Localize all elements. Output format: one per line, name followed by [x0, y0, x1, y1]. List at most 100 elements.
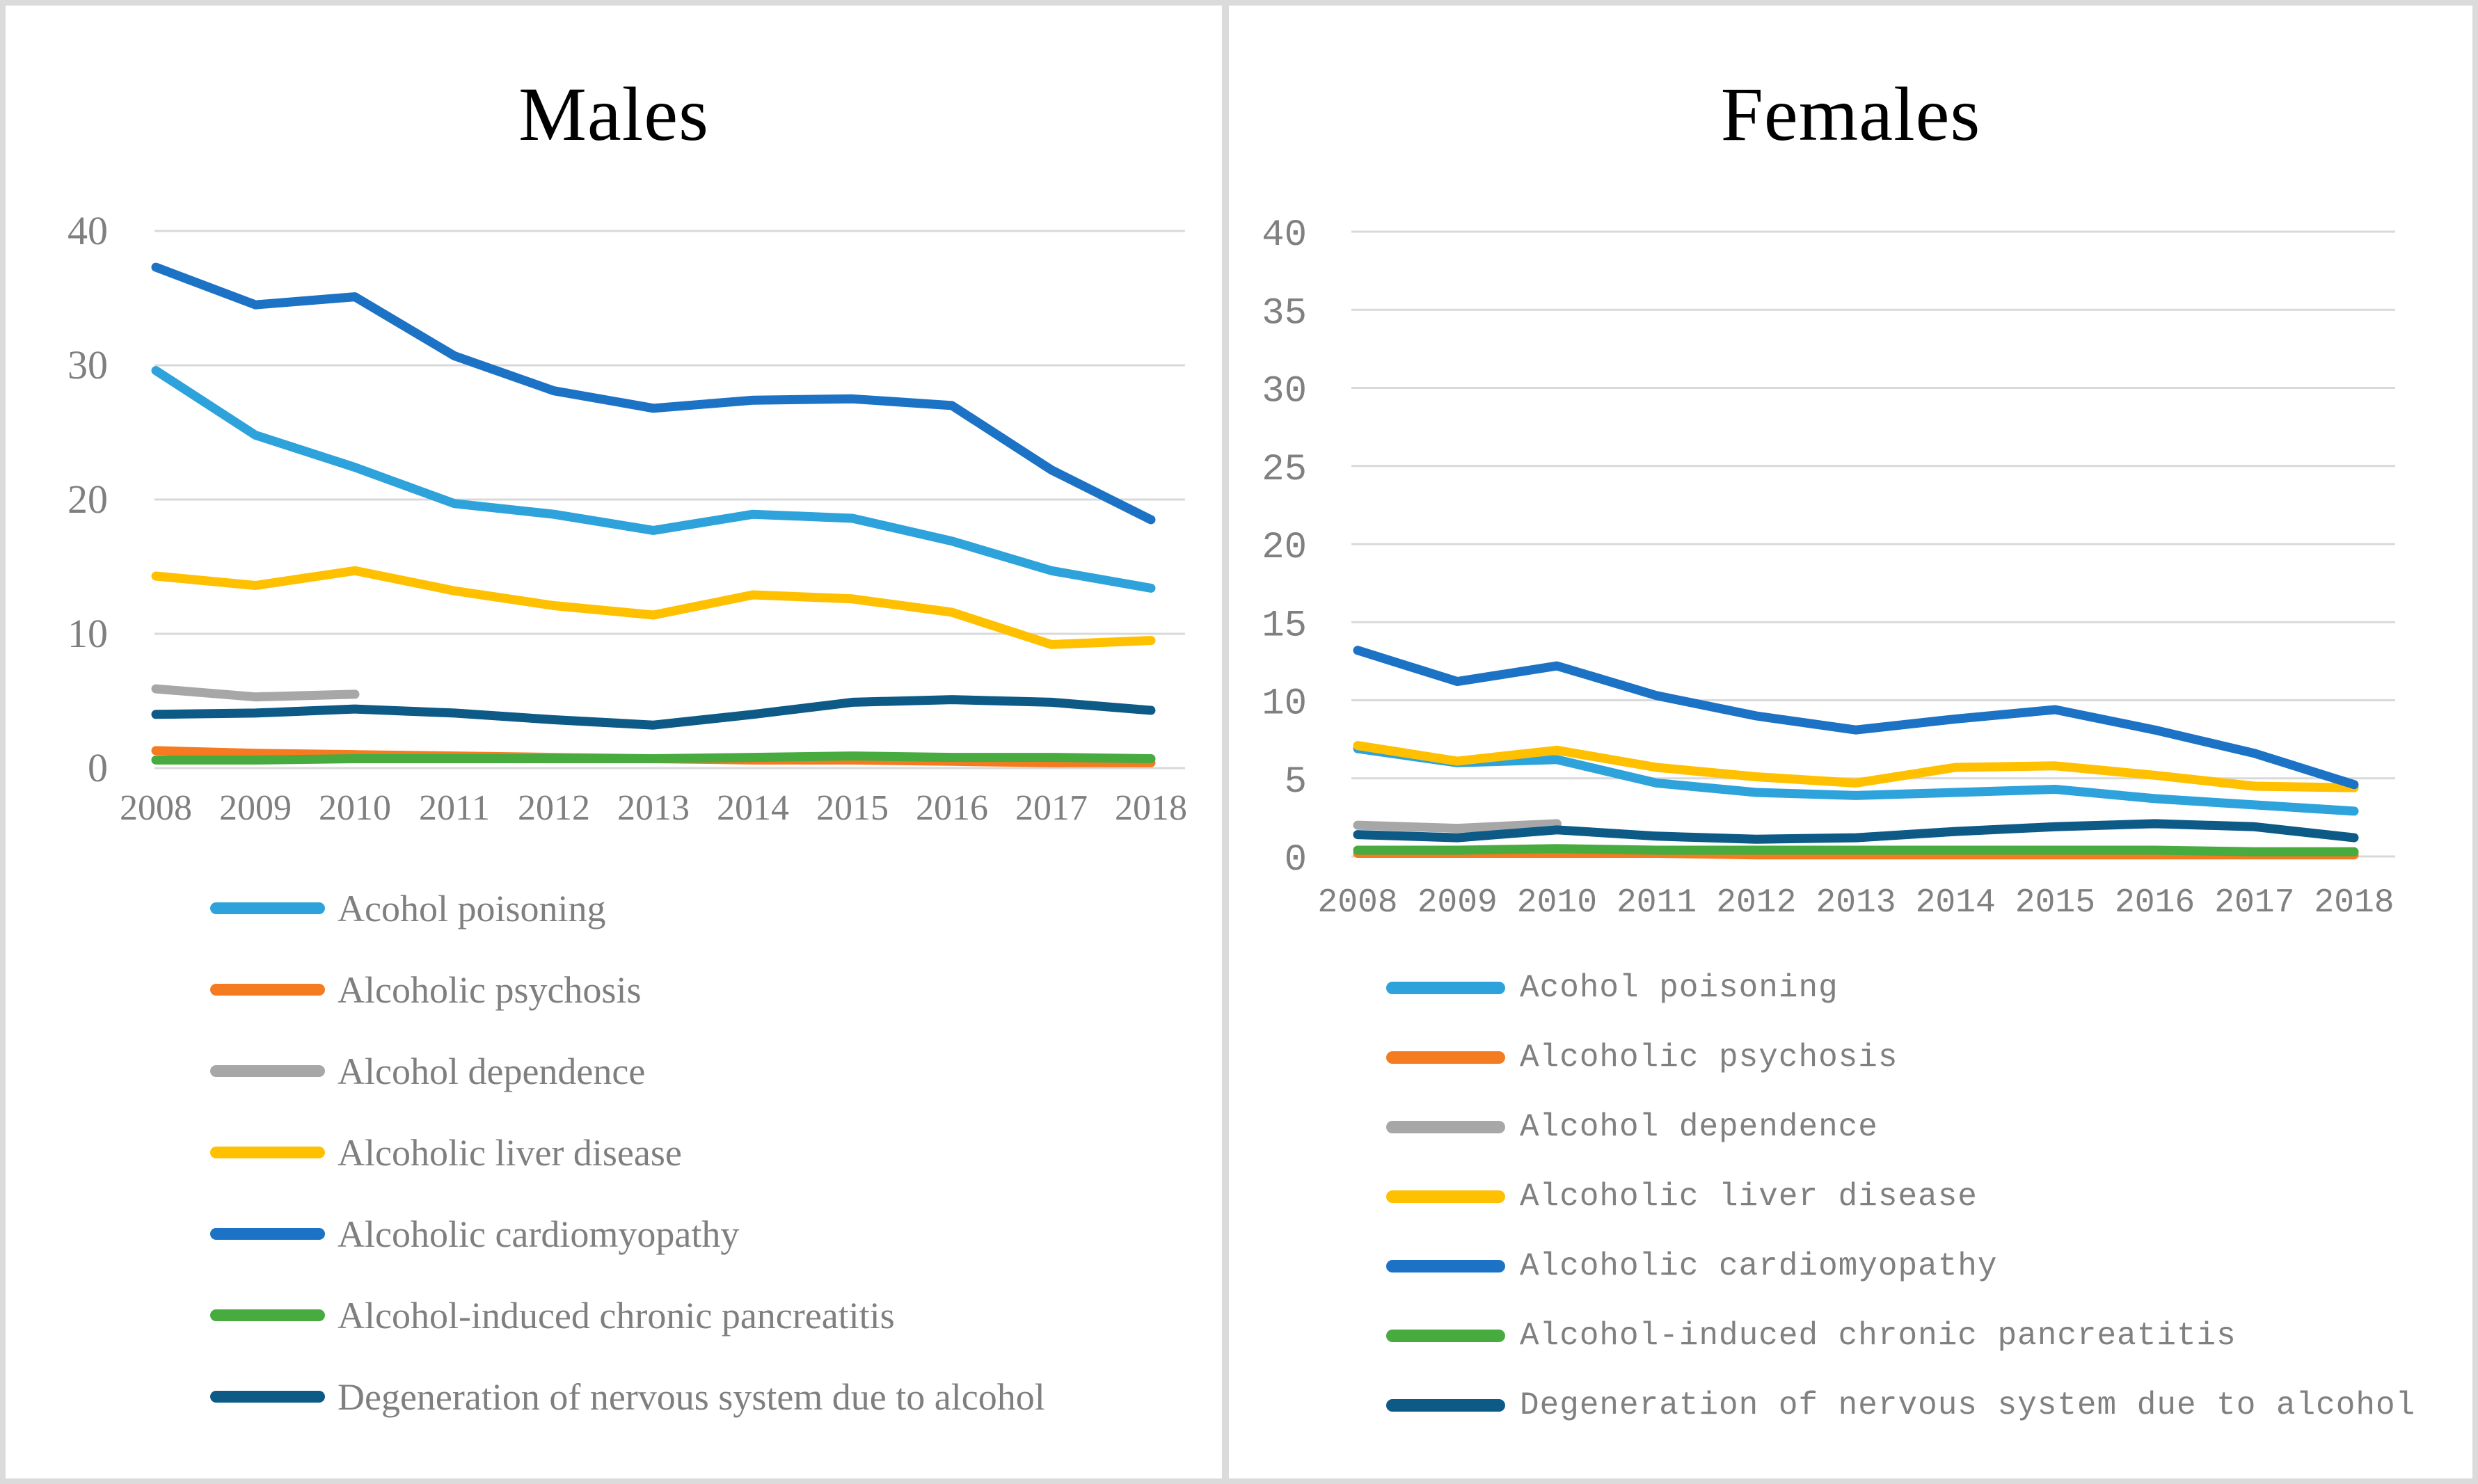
y-tick-label: 10	[1262, 683, 1307, 726]
panel-divider	[1222, 6, 1229, 1478]
x-tick-label: 2012	[518, 788, 590, 828]
males-panel: 0 10 20 30 40 2008 2009 2010 2011 2012 2013 2014 201…	[6, 6, 1222, 1478]
x-tick-label: 2008	[120, 788, 192, 828]
legend-item-degeneration-of-nervous-system-due-to-alcohol: Degeneration of nervous system due to al…	[1386, 1371, 2415, 1440]
females-legend: Acohol poisoning Alcoholic psychosis Alcoh…	[1386, 953, 2415, 1440]
x-tick-label: 2012	[1716, 884, 1796, 922]
x-tick-label: 2014	[1916, 884, 1996, 922]
legend-label: Alcohol-induced chronic pancreatitis	[1520, 1318, 2237, 1354]
legend-swatch-alcoholic-liver-disease	[210, 1147, 325, 1158]
x-tick-label: 2016	[916, 788, 988, 828]
y-tick-label: 20	[1262, 527, 1307, 569]
legend-label: Alcoholic cardiomyopathy	[1520, 1248, 1998, 1284]
legend-label: Alcoholic liver disease	[337, 1131, 682, 1174]
legend-item-alcoholic-cardiomyopathy: Alcoholic cardiomyopathy	[1386, 1231, 2415, 1301]
x-tick-label: 2015	[2015, 884, 2095, 922]
females-panel: 0 5 10 15 20 25 30 35 40 2008 2009 2010 2011 2012 2013…	[1229, 6, 2472, 1478]
x-tick-label: 2008	[1317, 884, 1397, 922]
series-line-alcohol-induced-chronic-pancreatitis	[1353, 844, 2359, 856]
legend-swatch-alcoholic-psychosis	[210, 984, 325, 996]
series-line-alcoholic-cardiomyopathy	[1353, 646, 2359, 790]
series-line-alcoholic-liver-disease	[1353, 741, 2359, 792]
females-chart: 0 5 10 15 20 25 30 35 40 2008 2009 2010 2011 2012 2013…	[1262, 214, 2395, 922]
y-tick-label: 35	[1262, 292, 1307, 335]
series-line-alcoholic-cardiomyopathy	[151, 262, 1156, 525]
series-line-alcohol-dependence	[151, 684, 360, 702]
series-line-alcohol-induced-chronic-pancreatitis	[151, 751, 1156, 765]
x-tick-label: 2015	[816, 788, 889, 828]
legend-swatch-degeneration-of-nervous-system-due-to-alcohol	[1386, 1399, 1505, 1412]
y-tick-label: 5	[1285, 761, 1307, 804]
y-tick-label: 40	[1262, 214, 1307, 257]
x-tick-label: 2018	[2314, 884, 2394, 922]
legend-item-alcoholic-cardiomyopathy: Alcoholic cardiomyopathy	[210, 1193, 1045, 1275]
legend-item-alcoholic-liver-disease: Alcoholic liver disease	[210, 1112, 1045, 1193]
x-tick-label: 2010	[319, 788, 391, 828]
legend-swatch-alcoholic-cardiomyopathy	[210, 1228, 325, 1240]
legend-label: Degeneration of nervous system due to al…	[1520, 1387, 2416, 1423]
legend-item-alcohol-induced-chronic-pancreatitis: Alcohol-induced chronic pancreatitis	[1386, 1301, 2415, 1371]
x-tick-label: 2014	[717, 788, 789, 828]
x-tick-label: 2016	[2115, 884, 2195, 922]
legend-swatch-alcoholic-liver-disease	[1386, 1190, 1505, 1203]
y-tick-label: 25	[1262, 449, 1307, 491]
series-line-degeneration-of-nervous-system-due-to-alcohol	[1353, 819, 2359, 844]
legend-swatch-alcohol-induced-chronic-pancreatitis	[210, 1309, 325, 1321]
x-tick-label: 2017	[2214, 884, 2294, 922]
legend-label: Acohol poisoning	[1520, 970, 1838, 1006]
x-tick-label: 2011	[1617, 884, 1697, 922]
x-tick-label: 2011	[419, 788, 490, 828]
males-chart: 0 10 20 30 40 2008 2009 2010 2011 2012 2013 2014 201…	[67, 208, 1187, 828]
legend-label: Alcoholic cardiomyopathy	[337, 1213, 740, 1255]
x-tick-label: 2009	[1417, 884, 1498, 922]
legend-label: Alcohol dependence	[1520, 1109, 1878, 1145]
series-line-alcoholic-liver-disease	[151, 566, 1156, 649]
legend-label: Alcohol-induced chronic pancreatitis	[337, 1294, 895, 1337]
y-tick-label: 15	[1262, 605, 1307, 647]
y-tick-label: 0	[1285, 839, 1307, 881]
x-tick-label: 2013	[1816, 884, 1896, 922]
legend-swatch-alcohol-dependence	[1386, 1121, 1505, 1133]
legend-swatch-alcoholic-cardiomyopathy	[1386, 1260, 1505, 1272]
legend-item-alcoholic-psychosis: Alcoholic psychosis	[1386, 1023, 2415, 1092]
y-tick-label: 0	[88, 745, 108, 790]
legend-swatch-alcohol-induced-chronic-pancreatitis	[1386, 1330, 1505, 1342]
series-line-acohol-poisoning	[151, 366, 1156, 593]
males-legend: Acohol poisoning Alcoholic psychosis Alcoh…	[210, 868, 1045, 1437]
legend-label: Alcoholic psychosis	[337, 968, 642, 1011]
y-tick-label: 40	[67, 208, 108, 253]
legend-item-acohol-poisoning: Acohol poisoning	[210, 868, 1045, 949]
series-line-alcohol-dependence	[1353, 819, 1562, 833]
legend-swatch-alcohol-dependence	[210, 1065, 325, 1077]
legend-label: Alcoholic liver disease	[1520, 1179, 1978, 1215]
legend-item-alcohol-dependence: Alcohol dependence	[210, 1030, 1045, 1112]
y-tick-label: 20	[67, 477, 108, 522]
legend-item-alcohol-induced-chronic-pancreatitis: Alcohol-induced chronic pancreatitis	[210, 1275, 1045, 1356]
legend-item-acohol-poisoning: Acohol poisoning	[1386, 953, 2415, 1023]
x-tick-label: 2013	[617, 788, 690, 828]
legend-item-degeneration-of-nervous-system-due-to-alcohol: Degeneration of nervous system due to al…	[210, 1356, 1045, 1437]
x-tick-label: 2017	[1015, 788, 1088, 828]
legend-item-alcoholic-psychosis: Alcoholic psychosis	[210, 949, 1045, 1030]
legend-item-alcoholic-liver-disease: Alcoholic liver disease	[1386, 1162, 2415, 1231]
x-tick-label: 2009	[219, 788, 292, 828]
x-tick-label: 2010	[1517, 884, 1597, 922]
males-chart-title: Males	[518, 72, 709, 157]
females-chart-title: Females	[1720, 72, 1981, 157]
legend-item-alcohol-dependence: Alcohol dependence	[1386, 1092, 2415, 1162]
legend-swatch-acohol-poisoning	[1386, 982, 1505, 994]
legend-swatch-acohol-poisoning	[210, 902, 325, 914]
y-tick-label: 30	[67, 342, 108, 388]
y-tick-label: 30	[1262, 371, 1307, 413]
legend-label: Alcohol dependence	[337, 1050, 646, 1092]
series-line-degeneration-of-nervous-system-due-to-alcohol	[151, 695, 1156, 730]
legend-label: Acohol poisoning	[337, 887, 606, 930]
legend-swatch-degeneration-of-nervous-system-due-to-alcohol	[210, 1391, 325, 1403]
legend-swatch-alcoholic-psychosis	[1386, 1051, 1505, 1064]
legend-label: Alcoholic psychosis	[1520, 1039, 1898, 1076]
y-tick-label: 10	[67, 611, 108, 656]
series-line-acohol-poisoning	[1353, 744, 2359, 816]
x-tick-label: 2018	[1115, 788, 1187, 828]
legend-label: Degeneration of nervous system due to al…	[337, 1375, 1045, 1418]
